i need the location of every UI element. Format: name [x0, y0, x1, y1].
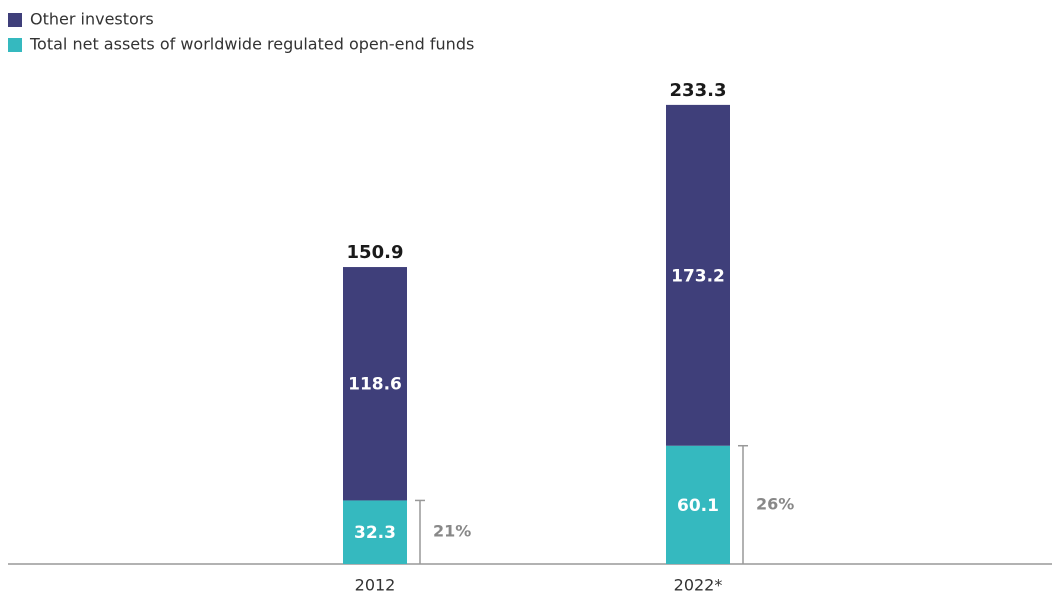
total-label: 233.3 [670, 80, 727, 101]
share-label: 21% [433, 522, 471, 541]
bar-segment [666, 104, 730, 446]
segment-label: 118.6 [348, 375, 402, 395]
bar-segment [666, 445, 730, 564]
share-label: 26% [756, 494, 794, 513]
x-tick-label: 2022* [674, 576, 723, 594]
bar-segment [343, 267, 407, 501]
legend-swatch [8, 38, 22, 52]
x-tick-label: 2012 [355, 576, 396, 594]
segment-label: 60.1 [677, 496, 719, 516]
legend-label: Other investors [30, 10, 154, 29]
segment-label: 32.3 [354, 523, 396, 543]
bar-segment [343, 500, 407, 564]
legend-swatch [8, 13, 22, 27]
segment-label: 173.2 [671, 266, 725, 286]
total-label: 150.9 [347, 242, 404, 263]
legend-label: Total net assets of worldwide regulated … [29, 35, 474, 54]
